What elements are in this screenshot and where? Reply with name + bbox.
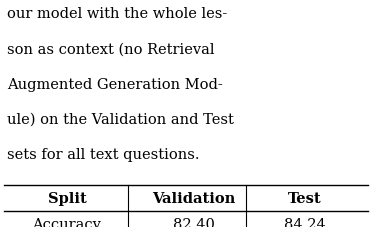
- Text: our model with the whole les-: our model with the whole les-: [7, 7, 228, 21]
- Text: 82.40: 82.40: [173, 217, 214, 227]
- Text: 84.24: 84.24: [284, 217, 326, 227]
- Text: Accuracy: Accuracy: [32, 217, 102, 227]
- Text: son as context (no Retrieval: son as context (no Retrieval: [7, 42, 215, 56]
- Text: ule) on the Validation and Test: ule) on the Validation and Test: [7, 112, 234, 126]
- Text: Test: Test: [288, 191, 322, 205]
- Text: Split: Split: [48, 191, 86, 205]
- Text: Augmented Generation Mod-: Augmented Generation Mod-: [7, 77, 223, 91]
- Text: sets for all text questions.: sets for all text questions.: [7, 148, 200, 161]
- Text: Validation: Validation: [152, 191, 235, 205]
